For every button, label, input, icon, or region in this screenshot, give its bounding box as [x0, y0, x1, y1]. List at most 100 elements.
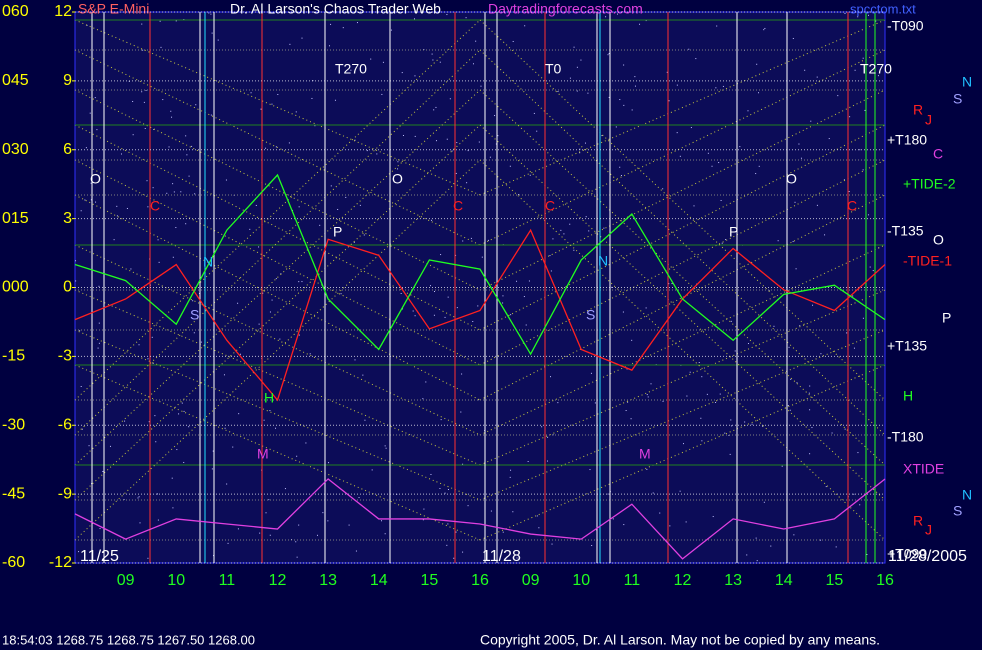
star: [195, 104, 197, 106]
star: [615, 126, 617, 128]
star: [527, 461, 529, 463]
star: [429, 285, 431, 287]
star: [370, 58, 372, 60]
star: [280, 273, 282, 275]
star: [157, 519, 159, 521]
star: [288, 142, 290, 144]
star: [456, 307, 458, 309]
star: [382, 61, 384, 63]
legend-label: +TIDE-2: [903, 176, 956, 192]
star: [853, 493, 855, 495]
x-tick-label: 10: [572, 572, 590, 589]
star: [781, 465, 783, 467]
star: [626, 368, 628, 370]
star: [455, 531, 457, 533]
star: [510, 314, 512, 316]
star: [763, 501, 765, 503]
star: [467, 505, 469, 507]
star: [523, 296, 525, 298]
legend-label: XTIDE: [903, 461, 944, 477]
star: [809, 385, 811, 387]
star: [739, 146, 741, 148]
x-tick-label: 15: [420, 572, 438, 589]
star: [75, 280, 77, 282]
star: [569, 77, 571, 79]
star: [298, 334, 300, 336]
star: [152, 362, 154, 364]
star: [322, 512, 324, 514]
star: [650, 383, 652, 385]
star: [98, 322, 100, 324]
star: [553, 13, 555, 15]
star: [516, 557, 518, 559]
cycle-line: [74, 19, 481, 196]
star: [662, 188, 664, 190]
star: [90, 199, 92, 201]
cycle-line: [74, 49, 481, 246]
star: [518, 194, 520, 196]
star: [619, 166, 621, 168]
star: [175, 20, 177, 22]
star: [462, 463, 464, 465]
star: [550, 376, 552, 378]
star: [301, 281, 303, 283]
x-tick-label: 11: [624, 572, 641, 589]
star: [467, 150, 469, 152]
star: [78, 551, 80, 553]
star: [355, 550, 357, 552]
annotation: +T090: [887, 546, 927, 562]
star: [423, 508, 425, 510]
cycle-line: [479, 159, 886, 541]
star: [617, 13, 619, 15]
star: [804, 69, 806, 71]
annotation: O: [786, 171, 797, 187]
star: [607, 493, 609, 495]
star: [729, 453, 731, 455]
y-tick-label: 3: [63, 210, 72, 227]
star: [490, 510, 492, 512]
star: [828, 138, 830, 140]
star: [722, 85, 724, 87]
annotation: S: [190, 307, 199, 323]
x-tick-label: 13: [724, 572, 742, 589]
star: [502, 295, 504, 297]
star: [796, 382, 798, 384]
star: [747, 343, 749, 345]
star: [160, 46, 162, 48]
x-tick-label: 11: [219, 572, 236, 589]
star: [683, 443, 685, 445]
star: [859, 504, 861, 506]
star: [601, 135, 603, 137]
star: [451, 150, 453, 152]
star: [191, 145, 193, 147]
star: [455, 172, 457, 174]
copyright: Copyright 2005, Dr. Al Larson. May not b…: [480, 632, 880, 648]
star: [619, 99, 621, 101]
star: [824, 234, 826, 236]
annotation: S: [586, 307, 595, 323]
star: [376, 153, 378, 155]
star: [86, 24, 88, 26]
star: [588, 230, 590, 232]
annotation: J: [925, 112, 932, 128]
star: [462, 551, 464, 553]
star: [793, 534, 795, 536]
star: [668, 100, 670, 102]
star: [186, 154, 188, 156]
star: [756, 63, 758, 65]
star: [557, 402, 559, 404]
star: [470, 237, 472, 239]
star: [275, 146, 277, 148]
star: [639, 23, 641, 25]
cycle-line: [479, 89, 886, 291]
star: [384, 533, 386, 535]
star: [141, 91, 143, 93]
star: [431, 219, 433, 221]
star: [460, 411, 462, 413]
star: [857, 452, 859, 454]
star: [145, 89, 147, 91]
star: [295, 541, 297, 543]
star: [799, 325, 801, 327]
star: [550, 270, 552, 272]
star: [170, 110, 172, 112]
